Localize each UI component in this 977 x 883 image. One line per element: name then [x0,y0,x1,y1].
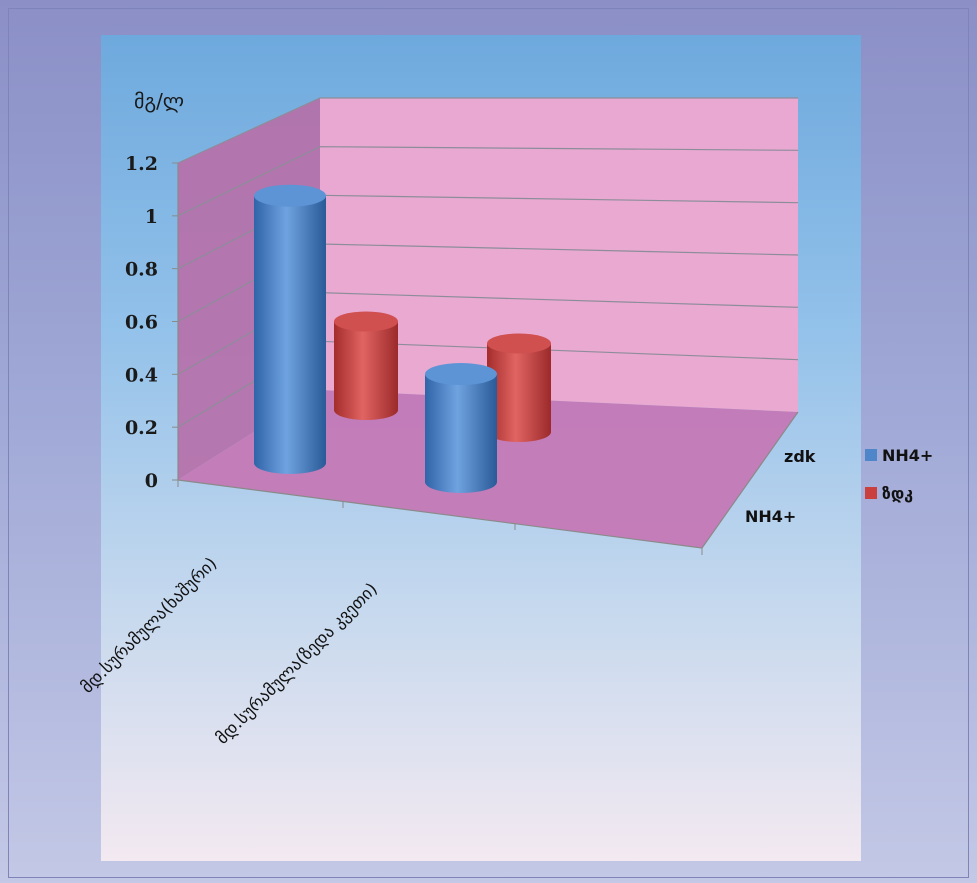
y-tick-label: 0.8 [125,259,158,281]
depth-axis-line [701,411,799,549]
y-axis-label: მგ/ლ [134,89,184,113]
gridline [177,97,798,164]
legend: NH4+ ზდკ [865,446,933,503]
y-tick-label: 1 [145,206,158,228]
x-tick-marks [177,480,703,555]
y-tick-label: 0.4 [125,364,158,386]
category-label-0: მდ.სურამულა(ხაშური) [77,554,221,698]
x-axis-line [177,479,703,549]
y-tick-label: 0 [145,470,158,492]
chart-frame [8,8,969,878]
bar-nh4-0 [254,184,326,474]
y-tick-label: 0.6 [125,312,158,334]
legend-swatch-nh4 [865,449,877,461]
legend-label-nh4: NH4+ [882,446,933,465]
bar-zdk-0 [334,311,398,420]
category-label-1: მდ.სურამულა(ზედა კვეთი) [212,579,381,748]
bar-nh4-1 [425,363,497,493]
bars [254,184,551,493]
depth-label-0: zdk [784,447,816,466]
gridline [177,146,799,217]
back-wall [320,98,798,412]
depth-label-1: NH4+ [745,507,796,526]
legend-swatch-zdk [865,487,877,499]
legend-label-zdk: ზდკ [882,484,913,503]
bar-zdk-1 [487,333,551,442]
y-tick-labels: 0 0.2 0.4 0.6 0.8 1 1.2 [125,153,158,492]
y-tick-label: 1.2 [125,153,158,175]
y-tick-label: 0.2 [125,417,158,439]
